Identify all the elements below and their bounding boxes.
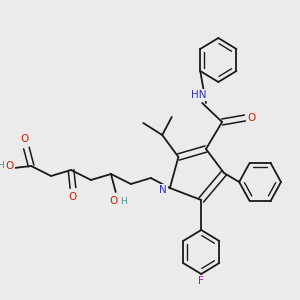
Text: H: H bbox=[120, 196, 127, 206]
Text: F: F bbox=[198, 276, 204, 286]
Text: O: O bbox=[5, 161, 14, 171]
Text: O: O bbox=[248, 113, 256, 123]
Text: N: N bbox=[159, 185, 167, 195]
Text: H: H bbox=[0, 161, 4, 170]
Text: O: O bbox=[69, 192, 77, 202]
Text: O: O bbox=[20, 134, 28, 144]
Text: O: O bbox=[110, 196, 118, 206]
Text: HN: HN bbox=[190, 90, 206, 100]
